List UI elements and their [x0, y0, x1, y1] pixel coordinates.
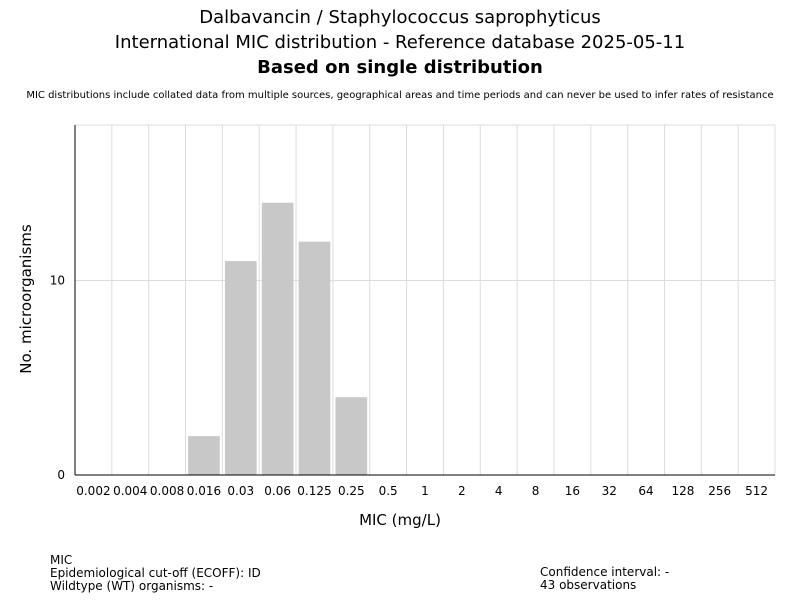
x-tick-label: 0.5 — [379, 484, 398, 498]
footer-wildtype: Wildtype (WT) organisms: - — [50, 579, 214, 593]
x-tick-label: 0.06 — [264, 484, 291, 498]
x-axis-title: MIC (mg/L) — [359, 511, 441, 529]
x-tick-label: 1 — [421, 484, 429, 498]
chart-title-line2: International MIC distribution - Referen… — [114, 32, 686, 53]
x-tick-label: 0.016 — [187, 484, 221, 498]
x-tick-label: 0.002 — [76, 484, 110, 498]
x-tick-label: 0.125 — [297, 484, 331, 498]
chart-title-line1: Dalbavancin / Staphylococcus saprophytic… — [199, 7, 601, 28]
footer-confidence-interval: Confidence interval: - — [540, 565, 670, 579]
axis-layer: 0.002 0.004 0.008 0.016 0.03 0.06 0.125 0.25 0.5… — [50, 125, 775, 498]
bar-layer — [188, 202, 368, 475]
bar-0.25 — [335, 397, 368, 475]
x-tick-label: 128 — [671, 484, 694, 498]
grid-layer — [74, 124, 776, 475]
bar-0.06 — [261, 202, 294, 475]
x-tick-label: 64 — [638, 484, 653, 498]
x-tick-label: 2 — [458, 484, 466, 498]
x-tick-label: 8 — [532, 484, 540, 498]
x-tick-label: 0.25 — [338, 484, 365, 498]
bar-0.125 — [298, 241, 331, 475]
x-tick-label: 32 — [602, 484, 617, 498]
x-tick-label: 512 — [745, 484, 768, 498]
footer-ecoff: Epidemiological cut-off (ECOFF): ID — [50, 566, 261, 580]
chart-subtitle: MIC distributions include collated data … — [26, 90, 774, 101]
x-tick-label: 0.004 — [113, 484, 147, 498]
x-tick-label: 16 — [565, 484, 580, 498]
footer-observations: 43 observations — [540, 578, 637, 592]
footer-mic-label: MIC — [50, 553, 73, 567]
bar-0.016 — [188, 436, 220, 475]
bar-0.03 — [224, 261, 257, 475]
y-tick-label: 0 — [57, 468, 65, 482]
y-tick-label: 10 — [50, 274, 65, 288]
y-axis-title: No. microorganisms — [17, 224, 35, 374]
chart-title-line3: Based on single distribution — [257, 57, 543, 78]
x-tick-label: 4 — [495, 484, 503, 498]
x-tick-label: 0.008 — [150, 484, 184, 498]
x-tick-label: 256 — [708, 484, 731, 498]
x-tick-label: 0.03 — [227, 484, 254, 498]
